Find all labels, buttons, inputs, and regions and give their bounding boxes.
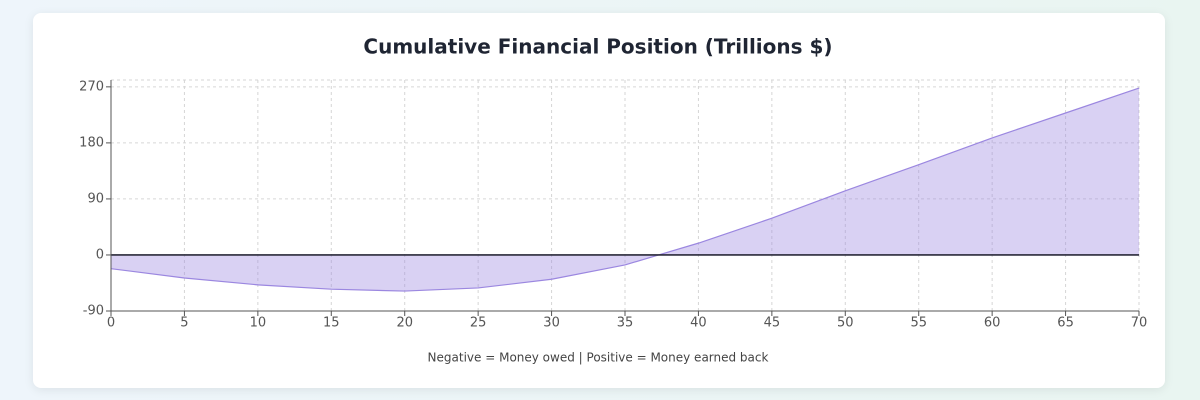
x-tick-label: 10 xyxy=(250,316,267,331)
y-tick-label: 270 xyxy=(79,79,104,94)
chart-title: Cumulative Financial Position (Trillions… xyxy=(363,35,832,59)
x-tick-label: 40 xyxy=(690,316,707,331)
y-tick-label: 90 xyxy=(87,191,104,206)
x-tick-label: 45 xyxy=(764,316,781,331)
x-tick-label: 70 xyxy=(1131,316,1148,331)
x-tick-label: 55 xyxy=(910,316,927,331)
x-tick-label: 15 xyxy=(323,316,340,331)
card xyxy=(33,13,1165,388)
x-tick-label: 60 xyxy=(984,316,1001,331)
x-tick-label: 50 xyxy=(837,316,854,331)
x-tick-label: 35 xyxy=(617,316,634,331)
x-tick-label: 65 xyxy=(1057,316,1074,331)
y-tick-label: 0 xyxy=(96,247,104,262)
y-tick-label: -90 xyxy=(83,304,104,319)
x-tick-label: 5 xyxy=(180,316,188,331)
x-tick-label: 0 xyxy=(107,316,115,331)
x-tick-label: 30 xyxy=(543,316,560,331)
x-tick-label: 20 xyxy=(396,316,413,331)
area-line xyxy=(110,87,1140,292)
chart-note: Negative = Money owed | Positive = Money… xyxy=(428,351,769,365)
y-tick-label: 180 xyxy=(79,135,104,150)
x-tick-label: 25 xyxy=(470,316,487,331)
area-fill xyxy=(111,88,1139,292)
